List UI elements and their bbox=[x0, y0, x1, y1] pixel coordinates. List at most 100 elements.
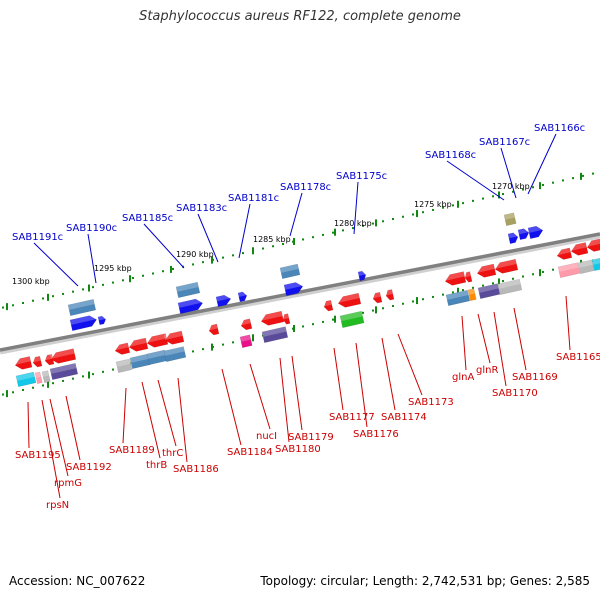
upper-track-tick bbox=[375, 219, 377, 227]
gene-sab1181c-a-shine bbox=[216, 293, 231, 302]
lower-track-dot bbox=[372, 309, 374, 312]
gene-red-17 bbox=[586, 238, 600, 252]
gene-sab1177-a-shine bbox=[337, 293, 360, 303]
gene-red-12 bbox=[464, 271, 473, 283]
leader-bottom bbox=[397, 333, 423, 396]
label-bottom: rpmG bbox=[54, 478, 82, 489]
gene-sab1177-a bbox=[337, 292, 362, 308]
gene-sab1184-shine bbox=[208, 324, 218, 331]
upper-track-dot bbox=[112, 281, 114, 284]
gene-red-1-shine bbox=[14, 356, 31, 365]
gene-red-10-shine bbox=[323, 300, 332, 307]
gene-sab1174-b bbox=[385, 289, 395, 301]
lower-track-dot bbox=[552, 268, 554, 271]
upper-track-dot bbox=[572, 177, 574, 180]
lower-track-dot bbox=[432, 295, 434, 298]
gene-sab1178c-a bbox=[279, 263, 301, 280]
gene-sab1183c bbox=[177, 297, 203, 315]
gene-sab1189 bbox=[115, 358, 133, 374]
lower-track-dot bbox=[192, 350, 194, 353]
lower-track-tick bbox=[539, 269, 541, 277]
gene-sab1186-shape bbox=[163, 346, 187, 363]
lower-track-tick bbox=[375, 306, 377, 314]
gene-red-4 bbox=[114, 342, 131, 355]
label-bottom: glnA bbox=[452, 372, 474, 383]
gene-sab1185c-shape bbox=[175, 281, 201, 299]
upper-track-dot bbox=[162, 270, 164, 273]
leader-top bbox=[87, 233, 97, 284]
leader-top bbox=[353, 181, 359, 235]
gene-nuci-shape bbox=[239, 334, 253, 349]
gene-sab1167c-shine bbox=[518, 227, 529, 235]
gene-nuci-shine bbox=[240, 334, 251, 342]
gene-sab1168c bbox=[507, 232, 519, 245]
upper-track-tick bbox=[580, 172, 582, 180]
gene-red-13-shape bbox=[476, 263, 497, 278]
gene-sab1191c-shape bbox=[69, 315, 97, 332]
upper-track-tick bbox=[498, 191, 500, 199]
gene-sab1166c-shape bbox=[527, 225, 544, 240]
gene-sab1180-a-shape bbox=[260, 310, 285, 326]
label-bottom: SAB1179 bbox=[288, 432, 334, 443]
gene-glnr bbox=[477, 283, 501, 300]
label-top: SAB1175c bbox=[336, 171, 387, 182]
gene-sab1178c-a-shine bbox=[280, 264, 299, 273]
gene-red-9 bbox=[282, 313, 291, 325]
gene-sab1181c-b-shape bbox=[237, 291, 248, 303]
label-top: SAB1191c bbox=[12, 232, 63, 243]
gene-sab1185c bbox=[175, 281, 201, 299]
upper-track-dot bbox=[82, 288, 84, 291]
upper-track-dot bbox=[522, 188, 524, 191]
gene-sab1178c bbox=[283, 281, 304, 297]
upper-track-tick bbox=[6, 303, 8, 311]
gene-red-1-shape bbox=[14, 356, 33, 370]
upper-track-dot bbox=[342, 229, 344, 232]
leader-bottom bbox=[49, 398, 69, 477]
label-bottom: rpsN bbox=[46, 500, 69, 511]
upper-track-dot bbox=[242, 252, 244, 255]
gene-sab1175c-shape bbox=[357, 270, 367, 282]
lower-track-dot bbox=[322, 320, 324, 323]
leader-bottom bbox=[477, 313, 491, 364]
leader-top bbox=[238, 203, 251, 259]
gene-sab1174-a bbox=[372, 291, 383, 304]
label-bottom: SAB1176 bbox=[353, 429, 399, 440]
gene-rpmg bbox=[41, 370, 51, 384]
lower-track-tick bbox=[211, 343, 213, 351]
gene-sab1184-shape bbox=[208, 323, 220, 336]
gene-sab1180-shape bbox=[261, 326, 289, 344]
gene-red-2 bbox=[32, 355, 43, 368]
label-top: SAB1167c bbox=[479, 137, 530, 148]
lower-track-dot bbox=[442, 293, 444, 296]
gene-sab1192 bbox=[49, 362, 79, 381]
gene-red-12-shape bbox=[464, 271, 473, 283]
leader-top bbox=[197, 213, 219, 263]
gene-red-5-shine bbox=[128, 338, 147, 347]
gene-thrb-shine bbox=[130, 354, 149, 363]
lower-track-dot bbox=[302, 325, 304, 328]
gene-sab1165-shine bbox=[558, 262, 579, 272]
upper-track-tick bbox=[129, 275, 131, 283]
gene-sab1195-shine bbox=[15, 372, 35, 381]
gene-sab1177-shape bbox=[339, 310, 365, 329]
gene-red-14 bbox=[494, 258, 519, 274]
gene-sab1165-shape bbox=[557, 262, 581, 279]
gene-sab1175c-shine bbox=[358, 270, 366, 276]
gene-small-blue-1-shine bbox=[98, 315, 106, 321]
gene-orange-shape bbox=[467, 288, 477, 302]
gene-sab1167c-shape bbox=[517, 228, 530, 241]
gene-small-blue-1-shape bbox=[97, 315, 107, 326]
gene-sab1166c-shine bbox=[528, 224, 543, 233]
upper-track-dot bbox=[152, 272, 154, 275]
upper-track-dot bbox=[122, 279, 124, 282]
gene-sab1180-a-shine bbox=[260, 311, 283, 321]
leader-bottom bbox=[177, 377, 188, 463]
gene-sab1192-shape bbox=[49, 362, 79, 381]
gene-sab1174-a-shape bbox=[372, 291, 383, 304]
upper-track-tick bbox=[334, 228, 336, 236]
gene-glna-shape bbox=[445, 289, 471, 307]
gene-sab1181c-b bbox=[237, 291, 248, 303]
upper-track-dot bbox=[272, 245, 274, 248]
gene-sab1186-shine bbox=[164, 346, 185, 356]
upper-track-dot bbox=[372, 222, 374, 225]
